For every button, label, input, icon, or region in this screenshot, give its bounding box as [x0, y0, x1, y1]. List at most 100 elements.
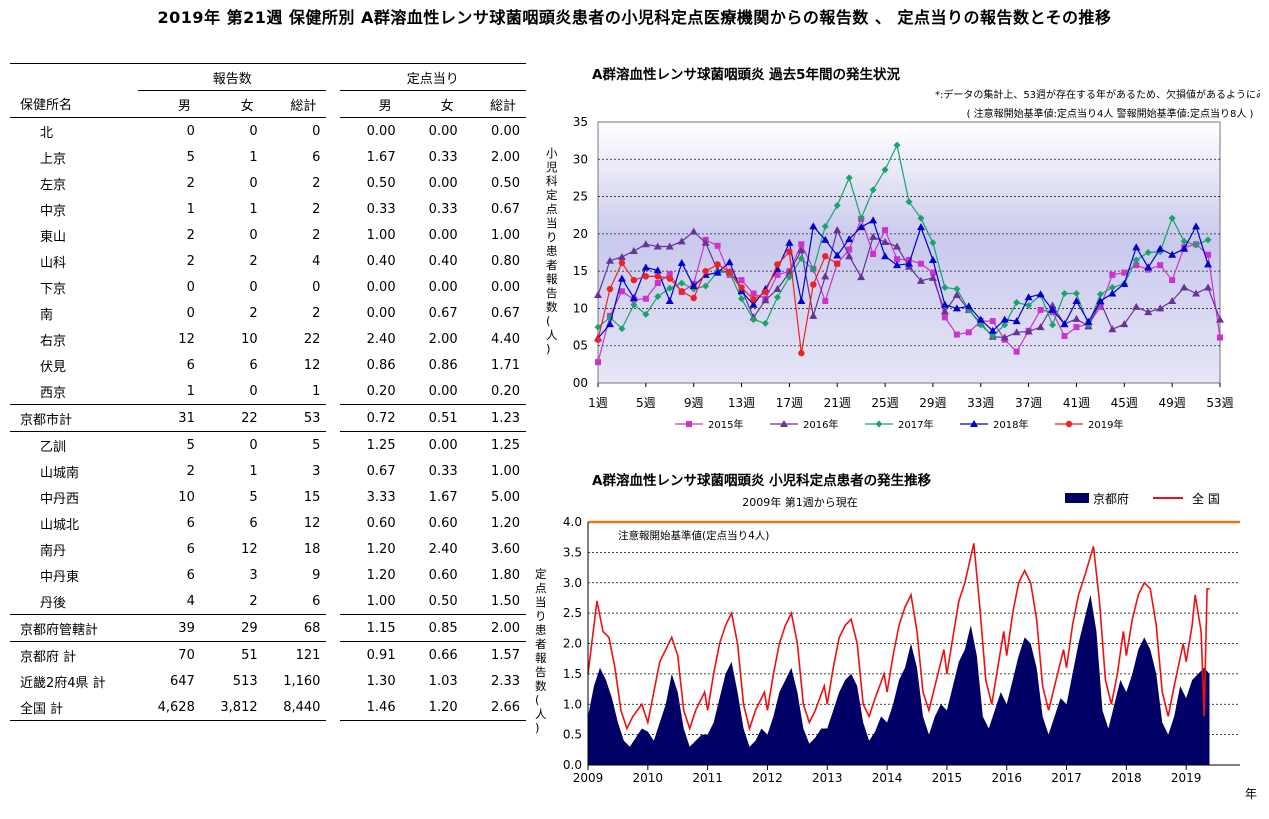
chart1-point: [1037, 306, 1044, 313]
chart1-point: [953, 285, 961, 293]
chart1-point: [1192, 241, 1200, 249]
row-total: 2: [312, 175, 321, 191]
row-name: 右京: [40, 333, 67, 349]
row-name: 南: [40, 307, 54, 323]
chart1-point: [641, 240, 650, 248]
chart1-point: [642, 310, 650, 318]
chart1-point: [678, 279, 686, 287]
row-per-male: 0.40: [366, 253, 396, 269]
chart1-point: [822, 253, 829, 260]
chart1-point: [725, 258, 734, 266]
row-name: 東山: [40, 229, 67, 245]
chart1-point: [940, 300, 949, 308]
chart1-ylabel-char: 児: [546, 160, 558, 174]
chart1-point: [594, 291, 602, 299]
chart2-ytick-label: 4.0: [563, 515, 582, 529]
table-row: 山城北 6 6 12 0.60 0.60 1.20: [10, 510, 526, 536]
chart1-point: [965, 306, 973, 314]
row-gap: [326, 326, 339, 352]
chart1-point: [882, 227, 889, 234]
chart1-point: [1108, 284, 1116, 292]
chart1-point: [916, 276, 925, 284]
chart1-point: [1109, 271, 1116, 278]
row-name: 左京: [40, 177, 67, 193]
row-total: 0: [312, 123, 321, 139]
row-female: 6: [249, 515, 258, 531]
row-gap: [326, 196, 339, 222]
row-male: 6: [186, 515, 195, 531]
chart1-point: [1204, 283, 1213, 291]
chart1-point: [1073, 324, 1080, 331]
chart1-point: [654, 292, 662, 300]
chart1-xtick-label: 53週: [1206, 396, 1233, 410]
chart1-ytick-label: 10: [573, 301, 588, 315]
row-gap: [326, 222, 339, 248]
chart1-point: [1144, 249, 1152, 256]
row-total: 12: [303, 515, 321, 531]
chart1-plot-area: [597, 121, 1221, 384]
table-row: 南 0 2 2 0.00 0.67 0.67: [10, 300, 526, 326]
chart1-point: [870, 250, 877, 257]
row-total: 22: [303, 331, 321, 347]
chart1-point: [618, 325, 626, 333]
table-row: 南丹 6 12 18 1.20 2.40 3.60: [10, 536, 526, 562]
chart1-point: [845, 235, 854, 243]
header-per-total: 総計: [463, 90, 526, 118]
chart1-ylabel-char: 患: [546, 244, 558, 258]
chart1-point: [617, 274, 626, 282]
chart1-point: [869, 216, 878, 224]
chart1-point: [1108, 289, 1117, 297]
chart1-point: [1216, 315, 1224, 323]
chart1-xtick-label: 33週: [967, 396, 994, 410]
row-name: 近畿2府4県 計: [20, 675, 106, 691]
chart1-point: [666, 284, 674, 292]
chart1-xtick-label: 49週: [1159, 396, 1186, 410]
header-reports: 報告数: [138, 63, 327, 91]
row-per-male: 1.00: [366, 227, 396, 243]
chart1-point: [977, 321, 985, 329]
chart1-series-2019年: [594, 248, 841, 357]
chart1-point: [1072, 296, 1081, 304]
chart1-point: [964, 302, 973, 310]
chart1-point: [653, 266, 662, 274]
chart2-ylabel-char: 数: [535, 679, 547, 693]
table-row: 北 0 0 0 0.00 0.00 0.00: [10, 118, 526, 145]
row-per-total: 1.80: [491, 567, 520, 583]
row-female: 10: [241, 331, 258, 347]
row-per-total: 3.60: [491, 541, 520, 557]
chart2-xtick-label: 2015: [932, 771, 963, 785]
chart1-point: [678, 288, 685, 295]
row-per-female: 0.00: [428, 227, 458, 243]
row-per-total: 2.33: [491, 673, 520, 689]
chart1-point: [1120, 320, 1129, 328]
chart1-point: [1132, 243, 1141, 251]
chart1-point: [894, 256, 901, 263]
row-total: 8,440: [263, 694, 327, 721]
row-name: 京都市計: [10, 404, 139, 432]
chart1-point: [665, 296, 674, 304]
chart1-point: [845, 174, 853, 182]
chart1-point: [834, 260, 841, 267]
row-gap: [326, 170, 339, 196]
chart1-point: [1096, 296, 1105, 304]
chart1-xtick-label: 17週: [776, 396, 803, 410]
row-male: 5: [186, 149, 195, 165]
chart2-legend-label: 京都府: [1093, 491, 1129, 506]
chart1-point: [773, 293, 781, 301]
chart2-ylabel-char: 告: [535, 665, 547, 679]
chart2-ytick-label: 0.5: [563, 728, 582, 742]
chart1-point: [617, 252, 626, 260]
table-row: 京都府管轄計 39 29 68 1.15 0.85 2.00: [10, 614, 526, 642]
chart1-point: [1049, 321, 1057, 329]
chart1-point: [750, 316, 757, 324]
row-female: 5: [249, 489, 258, 505]
row-gap: [326, 668, 339, 694]
row-name: 全国 計: [10, 694, 139, 721]
chart1-point: [857, 273, 866, 281]
chart1-point: [689, 227, 698, 235]
row-gap: [326, 118, 339, 145]
chart1-point: [1012, 317, 1021, 325]
chart1-point: [1000, 333, 1009, 341]
chart1-ylabel-char: 科: [546, 174, 558, 188]
chart1-ylabel-char: 者: [546, 258, 558, 272]
